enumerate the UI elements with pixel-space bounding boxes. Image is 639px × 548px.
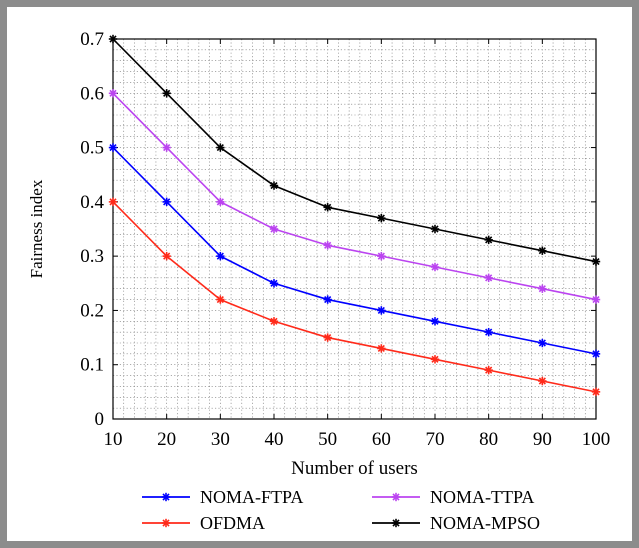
data-point-noma-ftpa — [216, 251, 225, 261]
x-tick-label: 90 — [533, 429, 552, 450]
data-point-noma-mpso — [430, 224, 440, 234]
axis-ticks: 10 20 30 40 50 60 70 80 90 100 0 0.1 0.2 0.3 0.4 0.5 0.6… — [80, 29, 610, 450]
x-tick-label: 50 — [318, 429, 337, 450]
legend-marker-noma-ftpa — [161, 492, 171, 502]
data-point-noma-ttpa — [484, 273, 493, 283]
data-point-noma-ttpa — [538, 284, 547, 293]
data-point-noma-ftpa — [538, 338, 547, 348]
data-point-noma-ftpa — [108, 143, 118, 152]
data-point-noma-mpso — [377, 213, 386, 223]
legend-marker-ofdma — [161, 518, 171, 528]
series-noma-ftpa — [108, 143, 601, 359]
x-tick-label: 60 — [372, 429, 391, 450]
series-line-noma-ftpa — [112, 147, 597, 355]
legend-item-ofdma: OFDMA — [142, 513, 265, 533]
x-axis-label: Number of users — [291, 458, 418, 479]
series-layer — [108, 34, 601, 397]
data-point-noma-ttpa — [323, 241, 332, 250]
x-tick-label: 30 — [211, 429, 230, 450]
data-point-noma-ftpa — [484, 327, 493, 337]
data-point-noma-mpso — [162, 89, 171, 98]
legend: NOMA-FTPA NOMA-TTPA OFDMA NOMA-MPSO — [142, 487, 540, 533]
data-point-noma-mpso — [216, 143, 225, 152]
data-point-ofdma — [591, 387, 601, 397]
y-axis-label: Fairness index — [27, 179, 46, 278]
y-tick-label: 0.3 — [80, 246, 104, 267]
data-point-noma-ttpa — [162, 143, 171, 152]
data-point-noma-ftpa — [377, 306, 386, 315]
legend-label-noma-mpso: NOMA-MPSO — [430, 513, 540, 533]
data-point-ofdma — [216, 295, 225, 304]
y-tick-label: 0.5 — [80, 138, 104, 159]
y-tick-label: 0.4 — [80, 192, 104, 213]
x-tick-label: 100 — [582, 429, 611, 450]
y-tick-label: 0.1 — [80, 355, 104, 376]
legend-marker-noma-mpso — [391, 518, 401, 528]
legend-label-ofdma: OFDMA — [200, 513, 265, 533]
data-point-ofdma — [323, 333, 332, 342]
x-tick-label: 10 — [104, 429, 123, 450]
data-point-noma-mpso — [269, 181, 279, 190]
data-point-noma-mpso — [108, 34, 118, 44]
data-point-ofdma — [484, 365, 493, 375]
y-tick-label: 0.2 — [80, 300, 104, 321]
grid-lines — [112, 38, 597, 420]
series-line-noma-mpso — [112, 38, 597, 263]
y-tick-label: 0.7 — [80, 29, 104, 50]
series-noma-ttpa — [108, 89, 601, 304]
data-point-noma-ftpa — [323, 295, 332, 304]
data-point-ofdma — [377, 344, 386, 353]
data-point-noma-ttpa — [377, 251, 386, 261]
series-ofdma — [108, 197, 601, 397]
legend-item-noma-ttpa: NOMA-TTPA — [372, 487, 534, 507]
x-tick-label: 40 — [265, 429, 284, 450]
data-point-noma-ttpa — [591, 295, 601, 304]
x-tick-label: 20 — [157, 429, 176, 450]
data-point-noma-ftpa — [162, 197, 171, 207]
data-point-noma-ttpa — [108, 89, 118, 98]
y-tick-label: 0.6 — [80, 83, 104, 104]
series-noma-mpso — [108, 34, 601, 266]
data-point-noma-ftpa — [430, 317, 440, 326]
series-line-ofdma — [112, 201, 597, 393]
y-tick-label: 0 — [95, 409, 105, 430]
legend-label-noma-ttpa: NOMA-TTPA — [430, 487, 534, 507]
data-point-ofdma — [108, 197, 118, 207]
data-point-noma-ttpa — [216, 197, 225, 207]
plot-area — [112, 38, 597, 420]
x-tick-label: 70 — [426, 429, 445, 450]
data-point-ofdma — [430, 355, 440, 364]
data-point-ofdma — [538, 376, 547, 386]
data-point-noma-mpso — [484, 235, 493, 245]
legend-marker-noma-ttpa — [391, 492, 401, 502]
data-point-noma-ttpa — [430, 262, 440, 272]
x-tick-label: 80 — [479, 429, 498, 450]
data-point-noma-ttpa — [269, 224, 279, 234]
data-point-noma-mpso — [591, 257, 601, 266]
data-point-noma-mpso — [323, 203, 332, 212]
series-line-noma-ttpa — [112, 92, 597, 301]
data-point-ofdma — [162, 251, 171, 261]
legend-item-noma-ftpa: NOMA-FTPA — [142, 487, 303, 507]
data-point-noma-mpso — [538, 246, 547, 255]
legend-item-noma-mpso: NOMA-MPSO — [372, 513, 540, 533]
data-point-noma-ftpa — [269, 279, 279, 288]
data-point-ofdma — [269, 317, 279, 326]
legend-label-noma-ftpa: NOMA-FTPA — [200, 487, 303, 507]
data-point-noma-ftpa — [591, 349, 601, 359]
